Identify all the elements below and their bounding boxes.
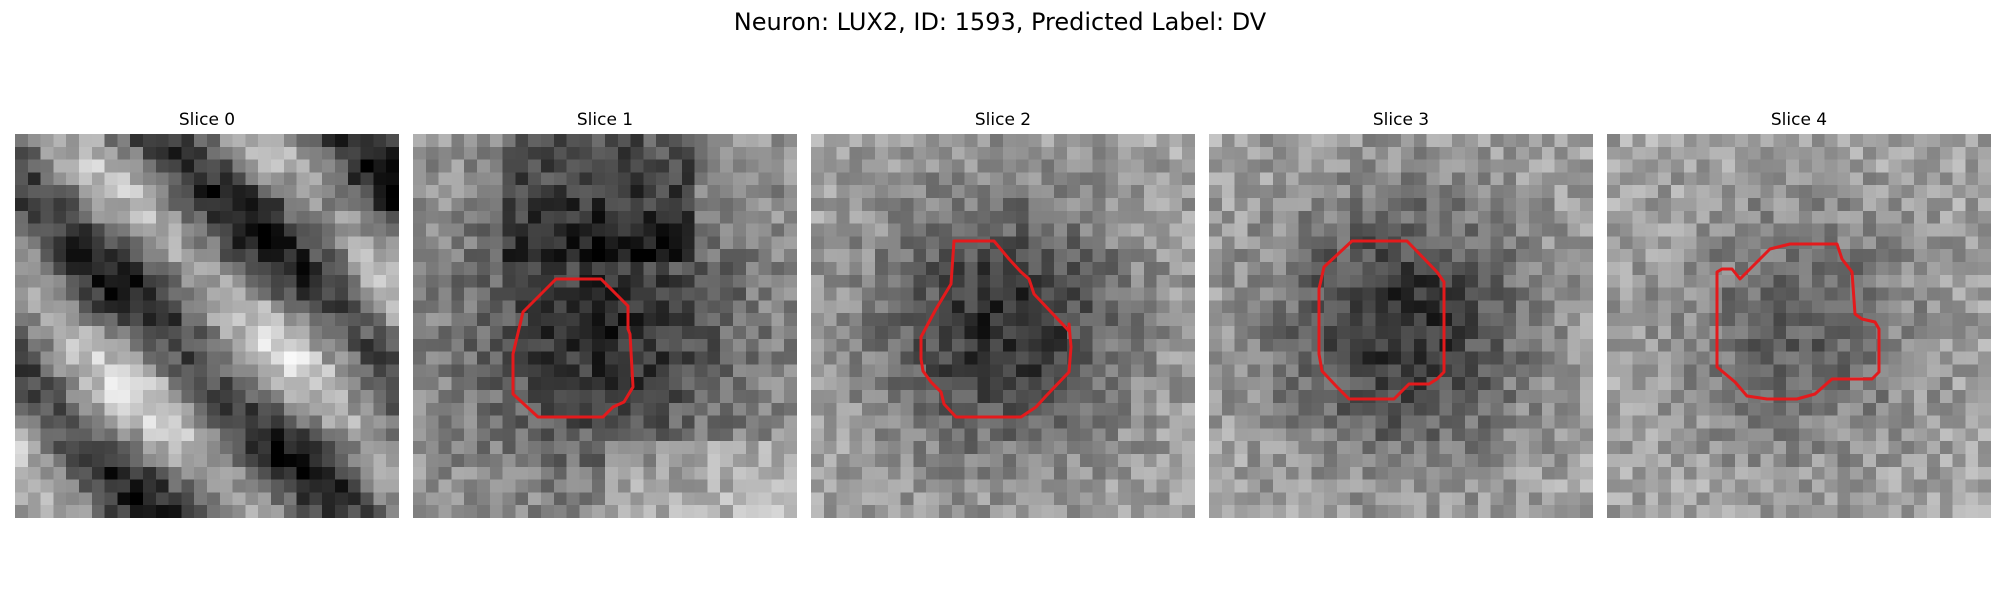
slice-title: Slice 2 bbox=[974, 110, 1032, 130]
slice-image-2 bbox=[811, 134, 1195, 518]
slice-pixels bbox=[15, 134, 399, 518]
slice-pixels bbox=[1209, 134, 1593, 518]
slice-title: Slice 1 bbox=[576, 110, 634, 130]
slice-image-1 bbox=[413, 134, 797, 518]
slice-pixels bbox=[811, 134, 1195, 518]
figure-title: Neuron: LUX2, ID: 1593, Predicted Label:… bbox=[733, 8, 1267, 36]
slice-image-0 bbox=[15, 134, 399, 518]
slice-image-3 bbox=[1209, 134, 1593, 518]
slice-pixels bbox=[413, 134, 797, 518]
slice-title: Slice 0 bbox=[178, 110, 236, 130]
slice-title: Slice 4 bbox=[1770, 110, 1828, 130]
slice-pixels bbox=[1607, 134, 1991, 518]
slice-title: Slice 3 bbox=[1372, 110, 1430, 130]
slice-image-4 bbox=[1607, 134, 1991, 518]
